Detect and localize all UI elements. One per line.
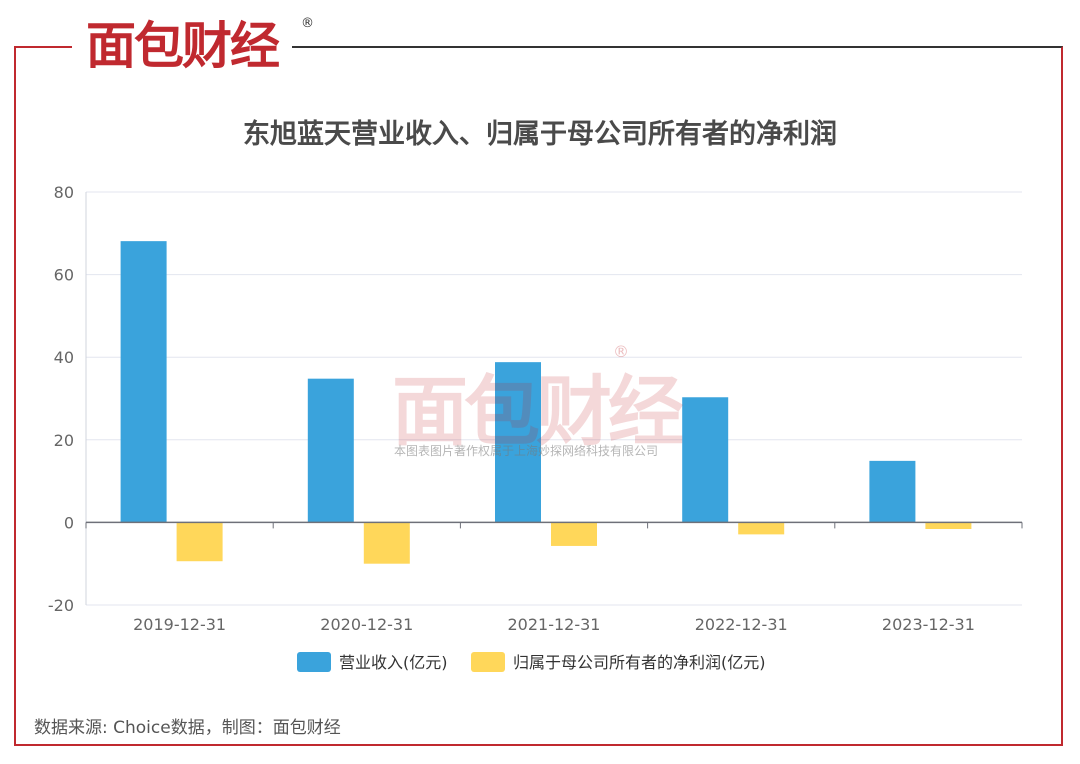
y-tick-label: 20 xyxy=(54,431,74,450)
bar-revenue xyxy=(307,378,354,523)
registered-mark: ® xyxy=(301,16,314,31)
bar-revenue xyxy=(495,362,541,523)
y-tick-label: 80 xyxy=(54,183,74,202)
brand-logo-text: 面包财经 xyxy=(86,17,280,75)
grid-layer xyxy=(86,191,1022,606)
y-tick-label: 60 xyxy=(54,266,74,285)
legend-label-revenue: 营业收入(亿元) xyxy=(339,653,448,672)
bar-net-profit xyxy=(738,522,785,535)
bar-net-profit xyxy=(176,522,223,562)
bar-revenue xyxy=(682,397,729,523)
x-tick-label: 2021-12-31 xyxy=(508,615,601,634)
x-tick-label: 2022-12-31 xyxy=(695,615,788,634)
brand-logo: 面包财经 ® xyxy=(72,10,314,75)
x-tick-label: 2020-12-31 xyxy=(320,615,413,634)
bar-revenue xyxy=(869,460,916,523)
x-tick-label: 2019-12-31 xyxy=(133,615,226,634)
chart-frame xyxy=(14,46,1063,746)
legend-swatch-revenue xyxy=(297,652,331,672)
axis-layer: 80 60 40 20 0 -20 2019-12-31 2020-12-31 2021-12-… xyxy=(48,183,1023,634)
bar-net-profit xyxy=(551,522,597,546)
frame-accent xyxy=(14,46,84,48)
y-tick-label: 0 xyxy=(64,513,74,532)
bar-net-profit xyxy=(363,522,410,564)
bar-net-profit xyxy=(925,522,972,530)
chart-title: 东旭蓝天营业收入、归属于母公司所有者的净利润 xyxy=(243,119,837,150)
bars-layer xyxy=(120,241,972,564)
y-tick-label: 40 xyxy=(54,348,74,367)
legend-layer: 营业收入(亿元) 归属于母公司所有者的净利润(亿元) xyxy=(297,652,766,672)
legend-swatch-net-profit xyxy=(471,652,505,672)
data-source: 数据来源: Choice数据，制图：面包财经 xyxy=(34,718,341,738)
bar-revenue xyxy=(120,241,167,523)
legend-label-net-profit: 归属于母公司所有者的净利润(亿元) xyxy=(513,653,766,672)
x-tick-label: 2023-12-31 xyxy=(882,615,975,634)
y-tick-label: -20 xyxy=(48,596,74,615)
